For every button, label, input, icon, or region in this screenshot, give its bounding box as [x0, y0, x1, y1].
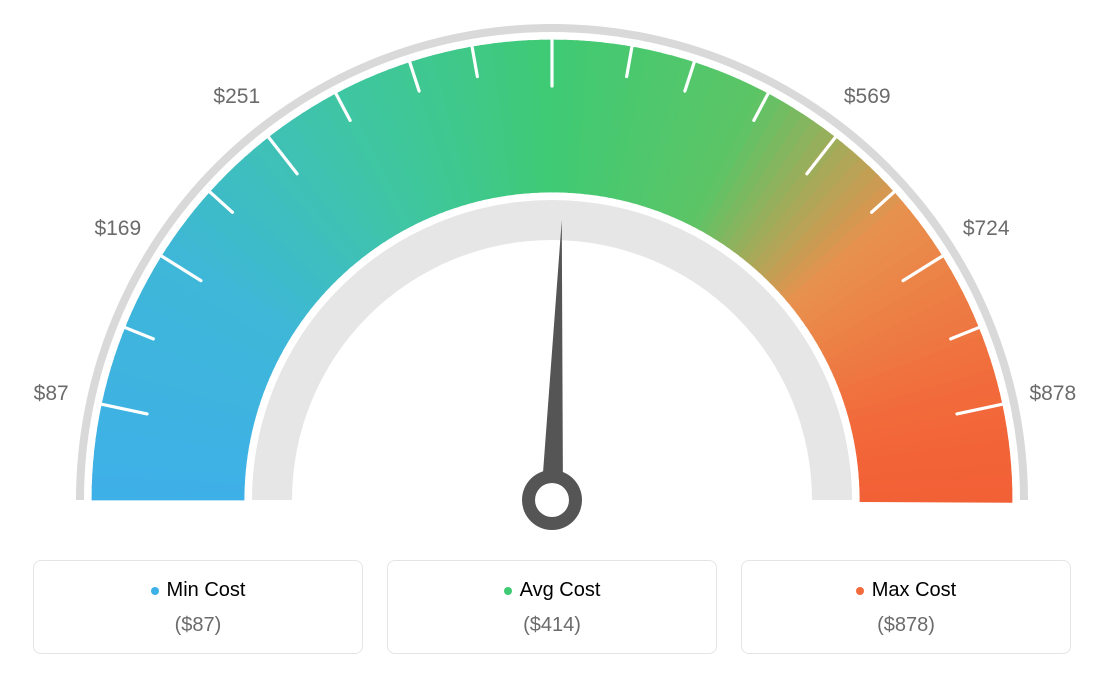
legend-title-max: Max Cost: [856, 579, 956, 602]
legend-dot-min: [151, 587, 159, 595]
legend-card-min: Min Cost ($87): [33, 560, 363, 654]
legend-value-avg: ($414): [398, 614, 706, 637]
legend-title-text-min: Min Cost: [167, 579, 246, 602]
legend-title-text-avg: Avg Cost: [520, 579, 601, 602]
gauge-svg: [0, 0, 1104, 560]
legend-title-avg: Avg Cost: [504, 579, 601, 602]
gauge-tick-label: $169: [94, 217, 141, 241]
legend-dot-avg: [504, 587, 512, 595]
legend-value-max: ($878): [752, 614, 1060, 637]
legend-dot-max: [856, 587, 864, 595]
legend-title-min: Min Cost: [151, 579, 246, 602]
legend-title-text-max: Max Cost: [872, 579, 956, 602]
legend-value-min: ($87): [44, 614, 352, 637]
gauge-tick-label: $251: [213, 85, 260, 109]
gauge-tick-label: $87: [34, 382, 69, 406]
legend-card-max: Max Cost ($878): [741, 560, 1071, 654]
gauge-tick-label: $569: [844, 85, 891, 109]
gauge-container: $87$169$251$414$569$724$878: [0, 0, 1104, 560]
gauge-tick-label: $878: [1029, 382, 1076, 406]
gauge-tick-label: $724: [963, 217, 1010, 241]
legend-row: Min Cost ($87) Avg Cost ($414) Max Cost …: [0, 560, 1104, 654]
legend-card-avg: Avg Cost ($414): [387, 560, 717, 654]
